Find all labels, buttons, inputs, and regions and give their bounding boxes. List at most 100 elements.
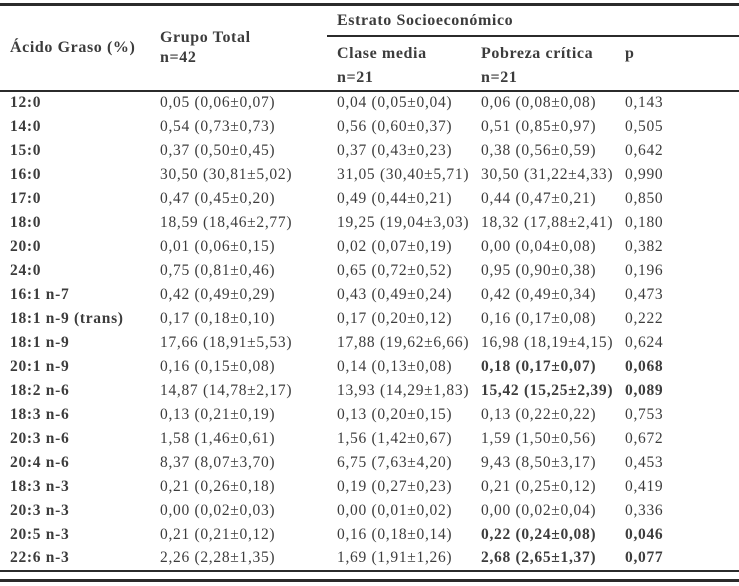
header-grupo-total: Grupo Total n=42 (150, 5, 327, 91)
header-p-label: p (625, 44, 635, 62)
cell-p-value: 0,143 (625, 94, 664, 111)
cell-clase-media: 0,17 (0,20±0,12) (337, 309, 453, 327)
cell-clase-media: 31,05 (30,40±5,71) (337, 165, 470, 183)
cell-fatty-acid: 14:0 (10, 117, 42, 135)
cell-grupo-total: 0,37 (0,50±0,45) (160, 141, 276, 159)
cell-fatty-acid: 12:0 (10, 94, 42, 111)
cell-clase-media: 17,88 (19,62±6,66) (337, 333, 470, 351)
cell-grupo-total: 8,37 (8,07±3,70) (160, 453, 276, 471)
header-pobreza-critica-n: n=21 (481, 68, 518, 86)
header-pobreza-critica-label: Pobreza crítica (481, 44, 594, 62)
cell-grupo-total: 0,13 (0,21±0,19) (160, 405, 276, 423)
cell-fatty-acid: 18:3 n-6 (10, 405, 70, 423)
cell-fatty-acid: 20:1 n-9 (10, 357, 70, 375)
header-row-sub: Clase media n=21 Pobreza crítica n=21 p (0, 36, 739, 91)
cell-p-value: 0,196 (625, 261, 664, 279)
cell-fatty-acid: 16:1 n-7 (10, 285, 70, 303)
fatty-acid-table: Ácido Graso (%) Grupo Total n=42 Estrato… (0, 3, 739, 572)
cell-pobreza-critica: 0,16 (0,17±0,08) (481, 309, 597, 327)
cell-pobreza-critica: 9,43 (8,50±3,17) (481, 453, 597, 471)
cell-fatty-acid: 20:0 (10, 237, 42, 255)
cell-clase-media: 0,19 (0,27±0,23) (337, 477, 453, 495)
header-row-top: Ácido Graso (%) Grupo Total n=42 Estrato… (0, 4, 739, 66)
cell-clase-media: 0,00 (0,01±0,02) (337, 501, 453, 519)
cell-p-value: 0,672 (625, 429, 664, 447)
cell-pobreza-critica: 0,00 (0,04±0,08) (481, 237, 597, 255)
cell-fatty-acid: 18:0 (10, 213, 42, 231)
cell-grupo-total: 0,17 (0,18±0,10) (160, 309, 276, 327)
table-row: 18:0 18,59 (18,46±2,77) 19,25 (19,04±3,0… (0, 211, 739, 235)
header-pobreza-critica: Pobreza crítica n=21 (471, 36, 615, 91)
cell-pobreza-critica: 0,42 (0,49±0,34) (481, 285, 597, 303)
cell-pobreza-critica: 0,95 (0,90±0,38) (481, 261, 597, 279)
table-row: 20:4 n-6 8,37 (8,07±3,70) 6,75 (7,63±4,2… (0, 451, 739, 475)
cell-pobreza-critica: 0,13 (0,22±0,22) (481, 405, 597, 423)
cell-fatty-acid: 18:1 n-9 (10, 333, 70, 351)
cell-p-value: 0,473 (625, 285, 664, 303)
table-row: 18:3 n-6 0,13 (0,21±0,19) 0,13 (0,20±0,1… (0, 403, 739, 427)
cell-clase-media: 0,14 (0,13±0,08) (337, 357, 453, 375)
cell-grupo-total: 0,47 (0,45±0,20) (160, 189, 276, 207)
cell-clase-media: 0,65 (0,72±0,52) (337, 261, 453, 279)
cell-fatty-acid: 16:0 (10, 165, 42, 183)
cell-grupo-total: 0,54 (0,73±0,73) (160, 117, 276, 135)
cell-grupo-total: 0,05 (0,06±0,07) (160, 94, 276, 111)
cell-fatty-acid: 17:0 (10, 189, 42, 207)
header-clase-media-n: n=21 (337, 68, 374, 86)
cell-p-value: 0,624 (625, 333, 664, 351)
cell-clase-media: 19,25 (19,04±3,03) (337, 213, 470, 231)
table-row: 16:0 30,50 (30,81±5,02) 31,05 (30,40±5,7… (0, 163, 739, 187)
cell-clase-media: 0,49 (0,44±0,21) (337, 189, 453, 207)
cell-fatty-acid: 20:5 n-3 (10, 525, 70, 543)
cell-pobreza-critica: 0,44 (0,47±0,21) (481, 189, 597, 207)
header-clase-media: Clase media n=21 (327, 36, 471, 91)
cell-p-value: 0,990 (625, 165, 664, 183)
cell-clase-media: 0,13 (0,20±0,15) (337, 405, 453, 423)
cell-grupo-total: 0,21 (0,26±0,18) (160, 477, 276, 495)
cell-clase-media: 1,56 (1,42±0,67) (337, 429, 453, 447)
cell-clase-media: 0,37 (0,43±0,23) (337, 141, 453, 159)
cell-pobreza-critica: 0,51 (0,85±0,97) (481, 117, 597, 135)
cell-p-value: 0,089 (625, 381, 664, 399)
header-grupo-total-label: Grupo Total (160, 28, 251, 46)
cell-p-value: 0,068 (625, 357, 664, 375)
table-row: 18:1 n-9 (trans) 0,17 (0,18±0,10) 0,17 (… (0, 307, 739, 331)
cell-clase-media: 0,56 (0,60±0,37) (337, 117, 453, 135)
table-row: 20:1 n-9 0,16 (0,15±0,08) 0,14 (0,13±0,0… (0, 355, 739, 379)
cell-pobreza-critica: 0,22 (0,24±0,08) (481, 525, 597, 543)
cell-p-value: 0,505 (625, 117, 664, 135)
cell-p-value: 0,382 (625, 237, 664, 255)
cell-clase-media: 13,93 (14,29±1,83) (337, 381, 470, 399)
cell-clase-media: 0,43 (0,49±0,24) (337, 285, 453, 303)
cell-pobreza-critica: 0,06 (0,08±0,08) (481, 94, 597, 111)
header-acido-graso: Ácido Graso (%) (10, 38, 136, 56)
cell-clase-media: 0,16 (0,18±0,14) (337, 525, 453, 543)
cell-grupo-total: 0,00 (0,02±0,03) (160, 501, 276, 519)
cell-fatty-acid: 18:3 n-3 (10, 477, 70, 495)
cell-pobreza-critica: 30,50 (31,22±4,33) (481, 165, 614, 183)
cell-grupo-total: 0,16 (0,15±0,08) (160, 357, 276, 375)
header-p-value: p (615, 36, 739, 91)
table-body: 12:0 0,05 (0,06±0,07) 0,04 (0,05±0,04) 0… (0, 91, 739, 571)
cell-pobreza-critica: 0,21 (0,25±0,12) (481, 477, 597, 495)
table-row: 20:3 n-6 1,58 (1,46±0,61) 1,56 (1,42±0,6… (0, 427, 739, 451)
cell-fatty-acid: 20:3 n-6 (10, 429, 70, 447)
cell-grupo-total: 0,75 (0,81±0,46) (160, 261, 276, 279)
table-row: 20:5 n-3 0,21 (0,21±0,12) 0,16 (0,18±0,1… (0, 523, 739, 547)
table-row: 17:0 0,47 (0,45±0,20) 0,49 (0,44±0,21) 0… (0, 187, 739, 211)
cell-p-value: 0,453 (625, 453, 664, 471)
cell-pobreza-critica: 0,18 (0,17±0,07) (481, 357, 597, 375)
cell-p-value: 0,046 (625, 525, 664, 543)
table-row: 12:0 0,05 (0,06±0,07) 0,04 (0,05±0,04) 0… (0, 91, 739, 115)
table-row: 20:0 0,01 (0,06±0,15) 0,02 (0,07±0,19) 0… (0, 235, 739, 259)
header-estrato-label: Estrato Socioeconómico (337, 11, 514, 29)
cell-fatty-acid: 22:6 n-3 (10, 549, 70, 566)
cell-fatty-acid: 15:0 (10, 141, 42, 159)
cell-grupo-total: 0,21 (0,21±0,12) (160, 525, 276, 543)
cell-fatty-acid: 20:3 n-3 (10, 501, 70, 519)
table-row: 15:0 0,37 (0,50±0,45) 0,37 (0,43±0,23) 0… (0, 139, 739, 163)
cell-clase-media: 0,04 (0,05±0,04) (337, 94, 453, 111)
table-row: 22:6 n-3 2,26 (2,28±1,35) 1,69 (1,91±1,2… (0, 547, 739, 571)
header-grupo-total-n: n=42 (160, 48, 197, 66)
cell-fatty-acid: 20:4 n-6 (10, 453, 70, 471)
